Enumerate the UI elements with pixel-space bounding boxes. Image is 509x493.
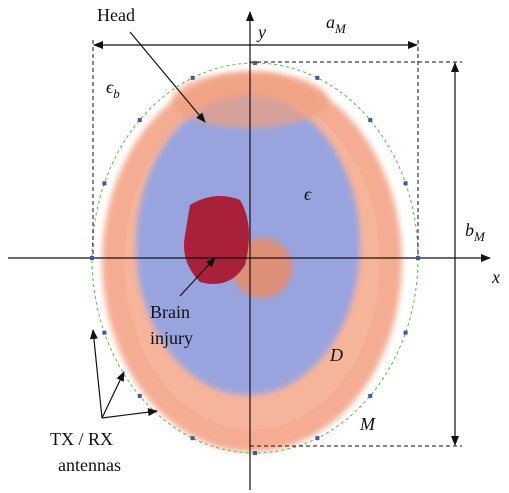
eps-b-label: ϵb xyxy=(106,77,120,101)
domain-label: D xyxy=(329,345,343,365)
antenna xyxy=(191,76,195,80)
injury-label: injury xyxy=(150,328,193,348)
antennas-label: antennas xyxy=(58,455,121,475)
head-label: Head xyxy=(97,5,135,25)
a-label: aM xyxy=(326,12,347,36)
eps-label: ϵ xyxy=(304,184,312,204)
antenna xyxy=(102,181,106,185)
antenna xyxy=(191,436,195,440)
antenna xyxy=(368,394,372,398)
antenna xyxy=(404,181,408,185)
brain-injury xyxy=(184,196,249,284)
antenna xyxy=(138,394,142,398)
antenna xyxy=(368,118,372,122)
antennas-label: TX / RX xyxy=(50,429,113,449)
head-image xyxy=(102,72,402,452)
antenna xyxy=(138,118,142,122)
y-axis-label: y xyxy=(256,22,266,42)
antenna xyxy=(253,61,257,65)
antenna xyxy=(315,436,319,440)
antenna xyxy=(404,331,408,335)
b-label: bM xyxy=(465,220,486,244)
boundary-label: M xyxy=(359,414,376,434)
antenna xyxy=(416,256,420,260)
antenna xyxy=(102,331,106,335)
diagram: Head y x aM bM ϵb ϵ Brain injury D M TX … xyxy=(0,0,509,493)
antenna xyxy=(315,76,319,80)
injury-label: Brain xyxy=(150,302,190,322)
x-axis-label: x xyxy=(491,267,500,287)
antenna xyxy=(90,256,94,260)
antenna xyxy=(253,451,257,455)
